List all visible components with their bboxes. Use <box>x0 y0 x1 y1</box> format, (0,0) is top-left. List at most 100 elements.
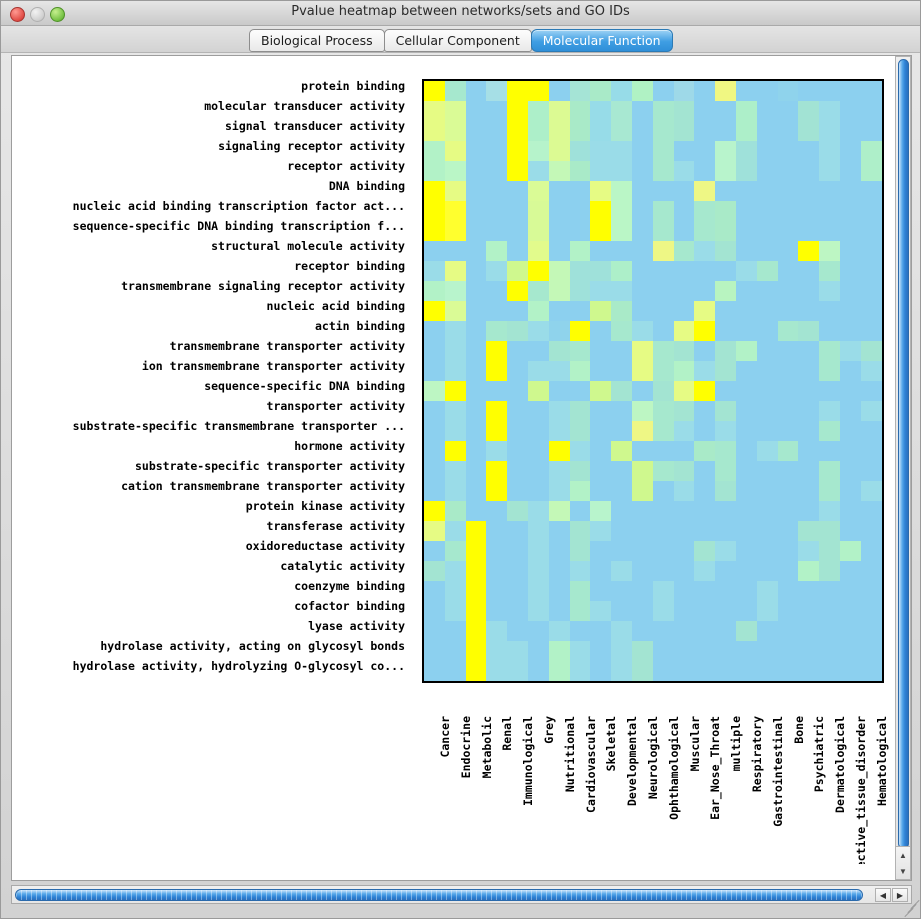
heatmap-cell[interactable] <box>715 661 736 681</box>
heatmap-cell[interactable] <box>715 361 736 381</box>
heatmap-cell[interactable] <box>798 301 820 321</box>
heatmap-cell[interactable] <box>611 161 632 181</box>
heatmap-cell[interactable] <box>527 561 549 581</box>
heatmap-cell[interactable] <box>694 261 716 281</box>
heatmap-cell[interactable] <box>424 341 445 361</box>
heatmap-cell[interactable] <box>860 441 882 461</box>
heatmap-cell[interactable] <box>819 401 840 421</box>
heatmap-cell[interactable] <box>527 581 549 601</box>
heatmap-cell[interactable] <box>631 141 653 161</box>
heatmap-cell[interactable] <box>424 181 445 201</box>
heatmap-cell[interactable] <box>715 281 736 301</box>
heatmap-cell[interactable] <box>631 621 653 641</box>
heatmap-cell[interactable] <box>673 121 695 141</box>
heatmap-cell[interactable] <box>694 181 716 201</box>
heatmap-cell[interactable] <box>486 461 508 481</box>
heatmap-cell[interactable] <box>424 541 445 561</box>
heatmap-cell[interactable] <box>465 401 487 421</box>
heatmap-cell[interactable] <box>590 341 612 361</box>
heatmap-cell[interactable] <box>860 261 882 281</box>
heatmap-cell[interactable] <box>486 341 508 361</box>
heatmap-cell[interactable] <box>548 541 570 561</box>
heatmap-cell[interactable] <box>465 601 487 621</box>
heatmap-cell[interactable] <box>860 581 882 601</box>
heatmap-cell[interactable] <box>715 301 736 321</box>
heatmap-cell[interactable] <box>590 521 612 541</box>
heatmap-cell[interactable] <box>507 221 528 241</box>
heatmap-cell[interactable] <box>652 541 674 561</box>
heatmap-cell[interactable] <box>839 621 861 641</box>
heatmap-cell[interactable] <box>631 481 653 501</box>
heatmap-cell[interactable] <box>424 161 445 181</box>
heatmap-cell[interactable] <box>548 601 570 621</box>
heatmap-cell[interactable] <box>611 181 632 201</box>
heatmap-cell[interactable] <box>527 321 549 341</box>
heatmap-cell[interactable] <box>465 81 487 101</box>
heatmap-cell[interactable] <box>839 321 861 341</box>
heatmap-cell[interactable] <box>611 501 632 521</box>
heatmap-cell[interactable] <box>652 281 674 301</box>
heatmap-cell[interactable] <box>673 661 695 681</box>
heatmap-cell[interactable] <box>777 321 799 341</box>
heatmap-cell[interactable] <box>424 501 445 521</box>
heatmap-cell[interactable] <box>444 341 466 361</box>
heatmap-cell[interactable] <box>735 321 757 341</box>
heatmap-cell[interactable] <box>611 321 632 341</box>
heatmap-cell[interactable] <box>652 301 674 321</box>
heatmap-cell[interactable] <box>527 201 549 221</box>
heatmap-cell[interactable] <box>590 401 612 421</box>
heatmap-cell[interactable] <box>673 621 695 641</box>
heatmap-cell[interactable] <box>819 181 840 201</box>
heatmap-cell[interactable] <box>465 301 487 321</box>
heatmap-cell[interactable] <box>569 181 591 201</box>
heatmap-cell[interactable] <box>694 521 716 541</box>
heatmap-cell[interactable] <box>424 441 445 461</box>
heatmap-cell[interactable] <box>673 341 695 361</box>
heatmap-cell[interactable] <box>735 581 757 601</box>
heatmap-cell[interactable] <box>507 121 528 141</box>
heatmap-cell[interactable] <box>424 521 445 541</box>
heatmap-cell[interactable] <box>735 241 757 261</box>
heatmap-cell[interactable] <box>715 581 736 601</box>
heatmap-cell[interactable] <box>507 421 528 441</box>
heatmap-cell[interactable] <box>715 321 736 341</box>
heatmap-cell[interactable] <box>777 661 799 681</box>
heatmap-cell[interactable] <box>652 361 674 381</box>
heatmap-cell[interactable] <box>777 161 799 181</box>
heatmap-cell[interactable] <box>819 161 840 181</box>
heatmap-cell[interactable] <box>694 201 716 221</box>
heatmap-cell[interactable] <box>507 241 528 261</box>
heatmap-cell[interactable] <box>444 181 466 201</box>
heatmap-cell[interactable] <box>735 221 757 241</box>
heatmap-cell[interactable] <box>798 561 820 581</box>
heatmap-cell[interactable] <box>424 241 445 261</box>
heatmap-cell[interactable] <box>507 461 528 481</box>
heatmap-cell[interactable] <box>631 601 653 621</box>
heatmap-cell[interactable] <box>527 261 549 281</box>
heatmap-cell[interactable] <box>548 321 570 341</box>
heatmap-cell[interactable] <box>569 521 591 541</box>
heatmap-cell[interactable] <box>777 221 799 241</box>
heatmap-cell[interactable] <box>777 281 799 301</box>
heatmap-cell[interactable] <box>569 641 591 661</box>
heatmap-cell[interactable] <box>611 281 632 301</box>
heatmap-cell[interactable] <box>860 141 882 161</box>
heatmap-cell[interactable] <box>424 381 445 401</box>
heatmap-cell[interactable] <box>486 381 508 401</box>
heatmap-cell[interactable] <box>777 501 799 521</box>
heatmap-cell[interactable] <box>735 521 757 541</box>
heatmap-cell[interactable] <box>652 461 674 481</box>
heatmap-cell[interactable] <box>839 181 861 201</box>
heatmap-cell[interactable] <box>798 461 820 481</box>
heatmap-cell[interactable] <box>631 341 653 361</box>
heatmap-cell[interactable] <box>548 641 570 661</box>
heatmap-cell[interactable] <box>735 81 757 101</box>
heatmap-cell[interactable] <box>777 141 799 161</box>
heatmap-cell[interactable] <box>735 621 757 641</box>
heatmap-cell[interactable] <box>777 521 799 541</box>
heatmap-cell[interactable] <box>652 161 674 181</box>
heatmap-cell[interactable] <box>507 521 528 541</box>
heatmap-cell[interactable] <box>777 101 799 121</box>
heatmap-cell[interactable] <box>507 81 528 101</box>
heatmap-cell[interactable] <box>735 301 757 321</box>
